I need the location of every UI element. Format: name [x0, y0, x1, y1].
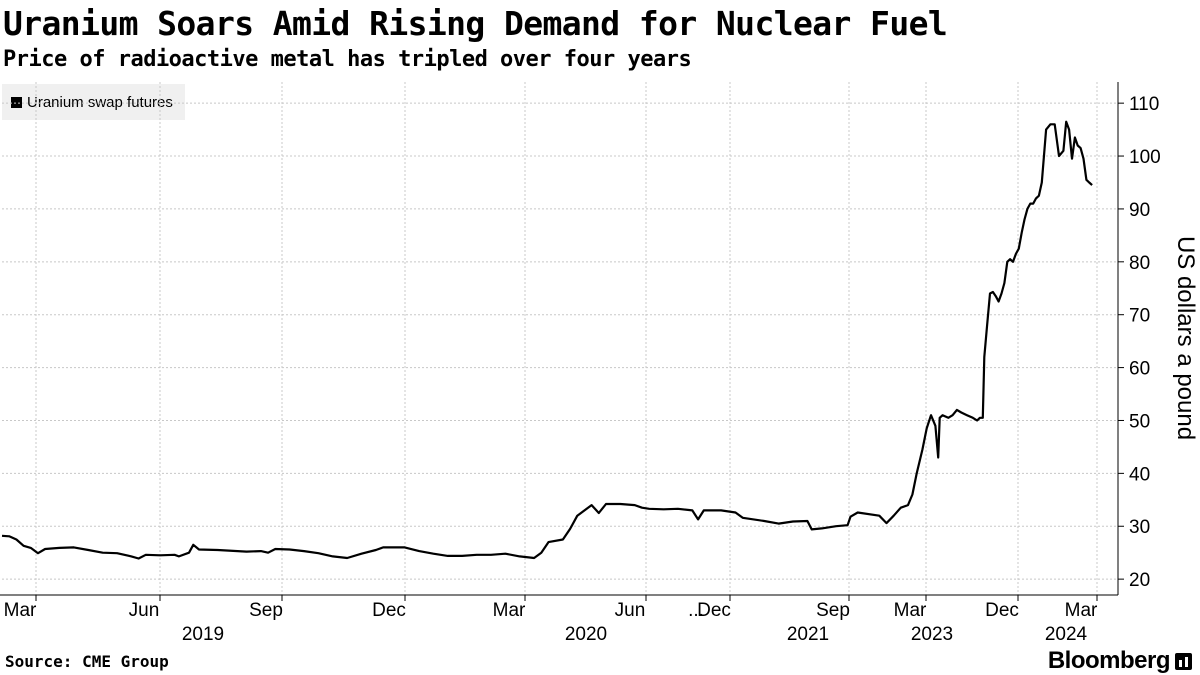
y-tick-label: 50	[1129, 411, 1150, 432]
x-year-label: 2024	[1045, 624, 1088, 645]
y-tick-label: 90	[1129, 200, 1150, 221]
bloomberg-logo: Bloomberg	[1048, 647, 1192, 675]
y-tick-label: 80	[1129, 253, 1150, 274]
brand-name: Bloomberg	[1047, 647, 1171, 674]
x-tick-label: Dec	[372, 600, 406, 621]
chart-title: Uranium Soars Amid Rising Demand for Nuc…	[3, 4, 948, 43]
source-note: Source: CME Group	[5, 652, 169, 671]
x-tick-label: Mar	[1065, 600, 1098, 621]
y-tick-label: 110	[1129, 94, 1159, 115]
y-tick-label: 60	[1129, 359, 1150, 380]
chart-gridlines	[2, 82, 1118, 595]
x-tick-label: Jun	[615, 600, 646, 621]
x-tick-label: Dec	[985, 600, 1019, 621]
x-tick-label: Mar	[894, 600, 927, 621]
legend-label: Uranium swap futures	[27, 93, 173, 111]
x-year-label: 2021	[787, 624, 829, 645]
x-tick-label: Jun	[129, 600, 160, 621]
y-axis: 20 30 40 50 60 70 80 90 100 110	[1117, 82, 1161, 595]
legend: Uranium swap futures	[2, 84, 185, 120]
x-year-label: 2023	[911, 624, 953, 645]
y-tick-label: 100	[1129, 147, 1161, 168]
x-axis: Mar Jun Sep Dec Mar Jun Dec... Sep Mar Dec Mar 2019…	[0, 594, 1118, 645]
series-line-uranium-swap-futures	[1, 120, 1093, 560]
chart-subtitle: Price of radioactive metal has tripled o…	[3, 47, 692, 72]
x-tick-label: Sep	[816, 600, 850, 621]
legend-swatch-icon	[11, 96, 22, 108]
y-axis-title: US dollars a pound	[1172, 236, 1199, 440]
x-tick-label: ...	[688, 600, 704, 621]
y-tick-label: 20	[1129, 570, 1150, 591]
y-tick-label: 40	[1129, 464, 1150, 485]
bloomberg-mark-icon	[1175, 652, 1192, 670]
x-tick-label: Sep	[249, 600, 283, 621]
x-tick-label: Dec	[697, 600, 731, 621]
y-tick-label: 70	[1129, 306, 1150, 327]
x-tick-label: Mar	[493, 600, 526, 621]
x-year-label: 2020	[565, 624, 607, 645]
x-year-label: 2019	[182, 624, 224, 645]
y-tick-label: 30	[1129, 517, 1150, 538]
x-tick-label: Mar	[4, 600, 37, 621]
